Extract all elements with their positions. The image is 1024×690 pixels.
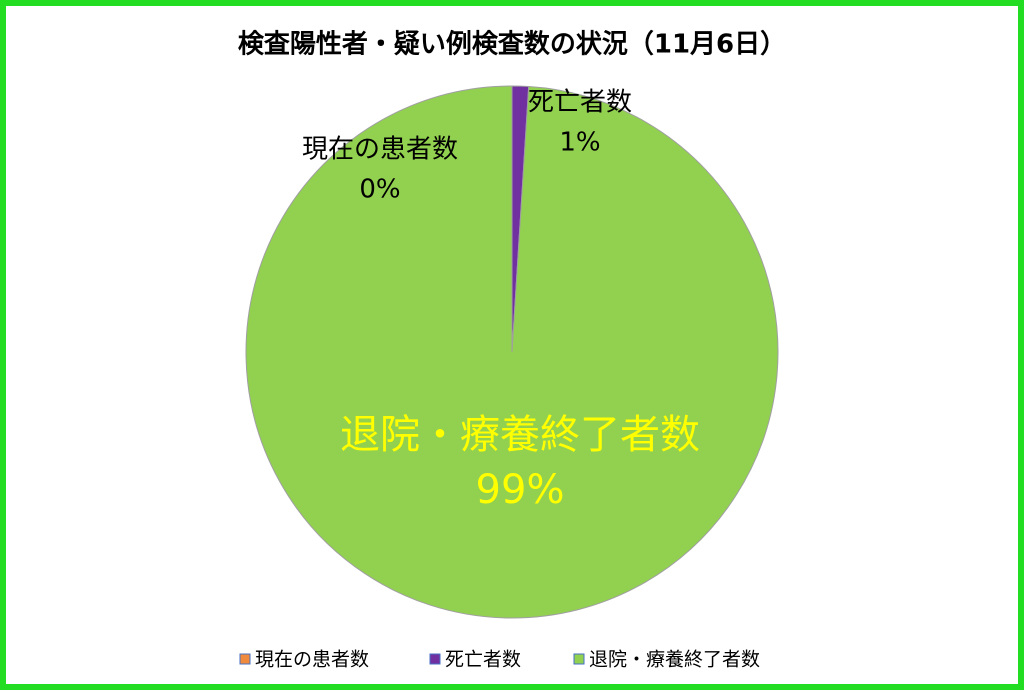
pie-slice	[245, 85, 779, 619]
data-label-name: 現在の患者数	[302, 135, 458, 165]
legend-label: 死亡者数	[445, 649, 521, 671]
legend-marker	[573, 653, 585, 665]
legend-label: 現在の患者数	[255, 649, 369, 671]
legend-marker	[429, 653, 441, 665]
data-label-name: 退院・療養終了者数	[340, 412, 700, 458]
legend-label: 退院・療養終了者数	[589, 649, 760, 671]
chart-title: 検査陽性者・疑い例検査数の状況（11月6日）	[238, 30, 786, 60]
data-label-value: 0%	[359, 175, 400, 205]
legend-marker	[239, 653, 251, 665]
data-label-name: 死亡者数	[528, 88, 632, 118]
data-label-value: 1%	[559, 128, 600, 158]
data-label-value: 99%	[476, 467, 565, 513]
